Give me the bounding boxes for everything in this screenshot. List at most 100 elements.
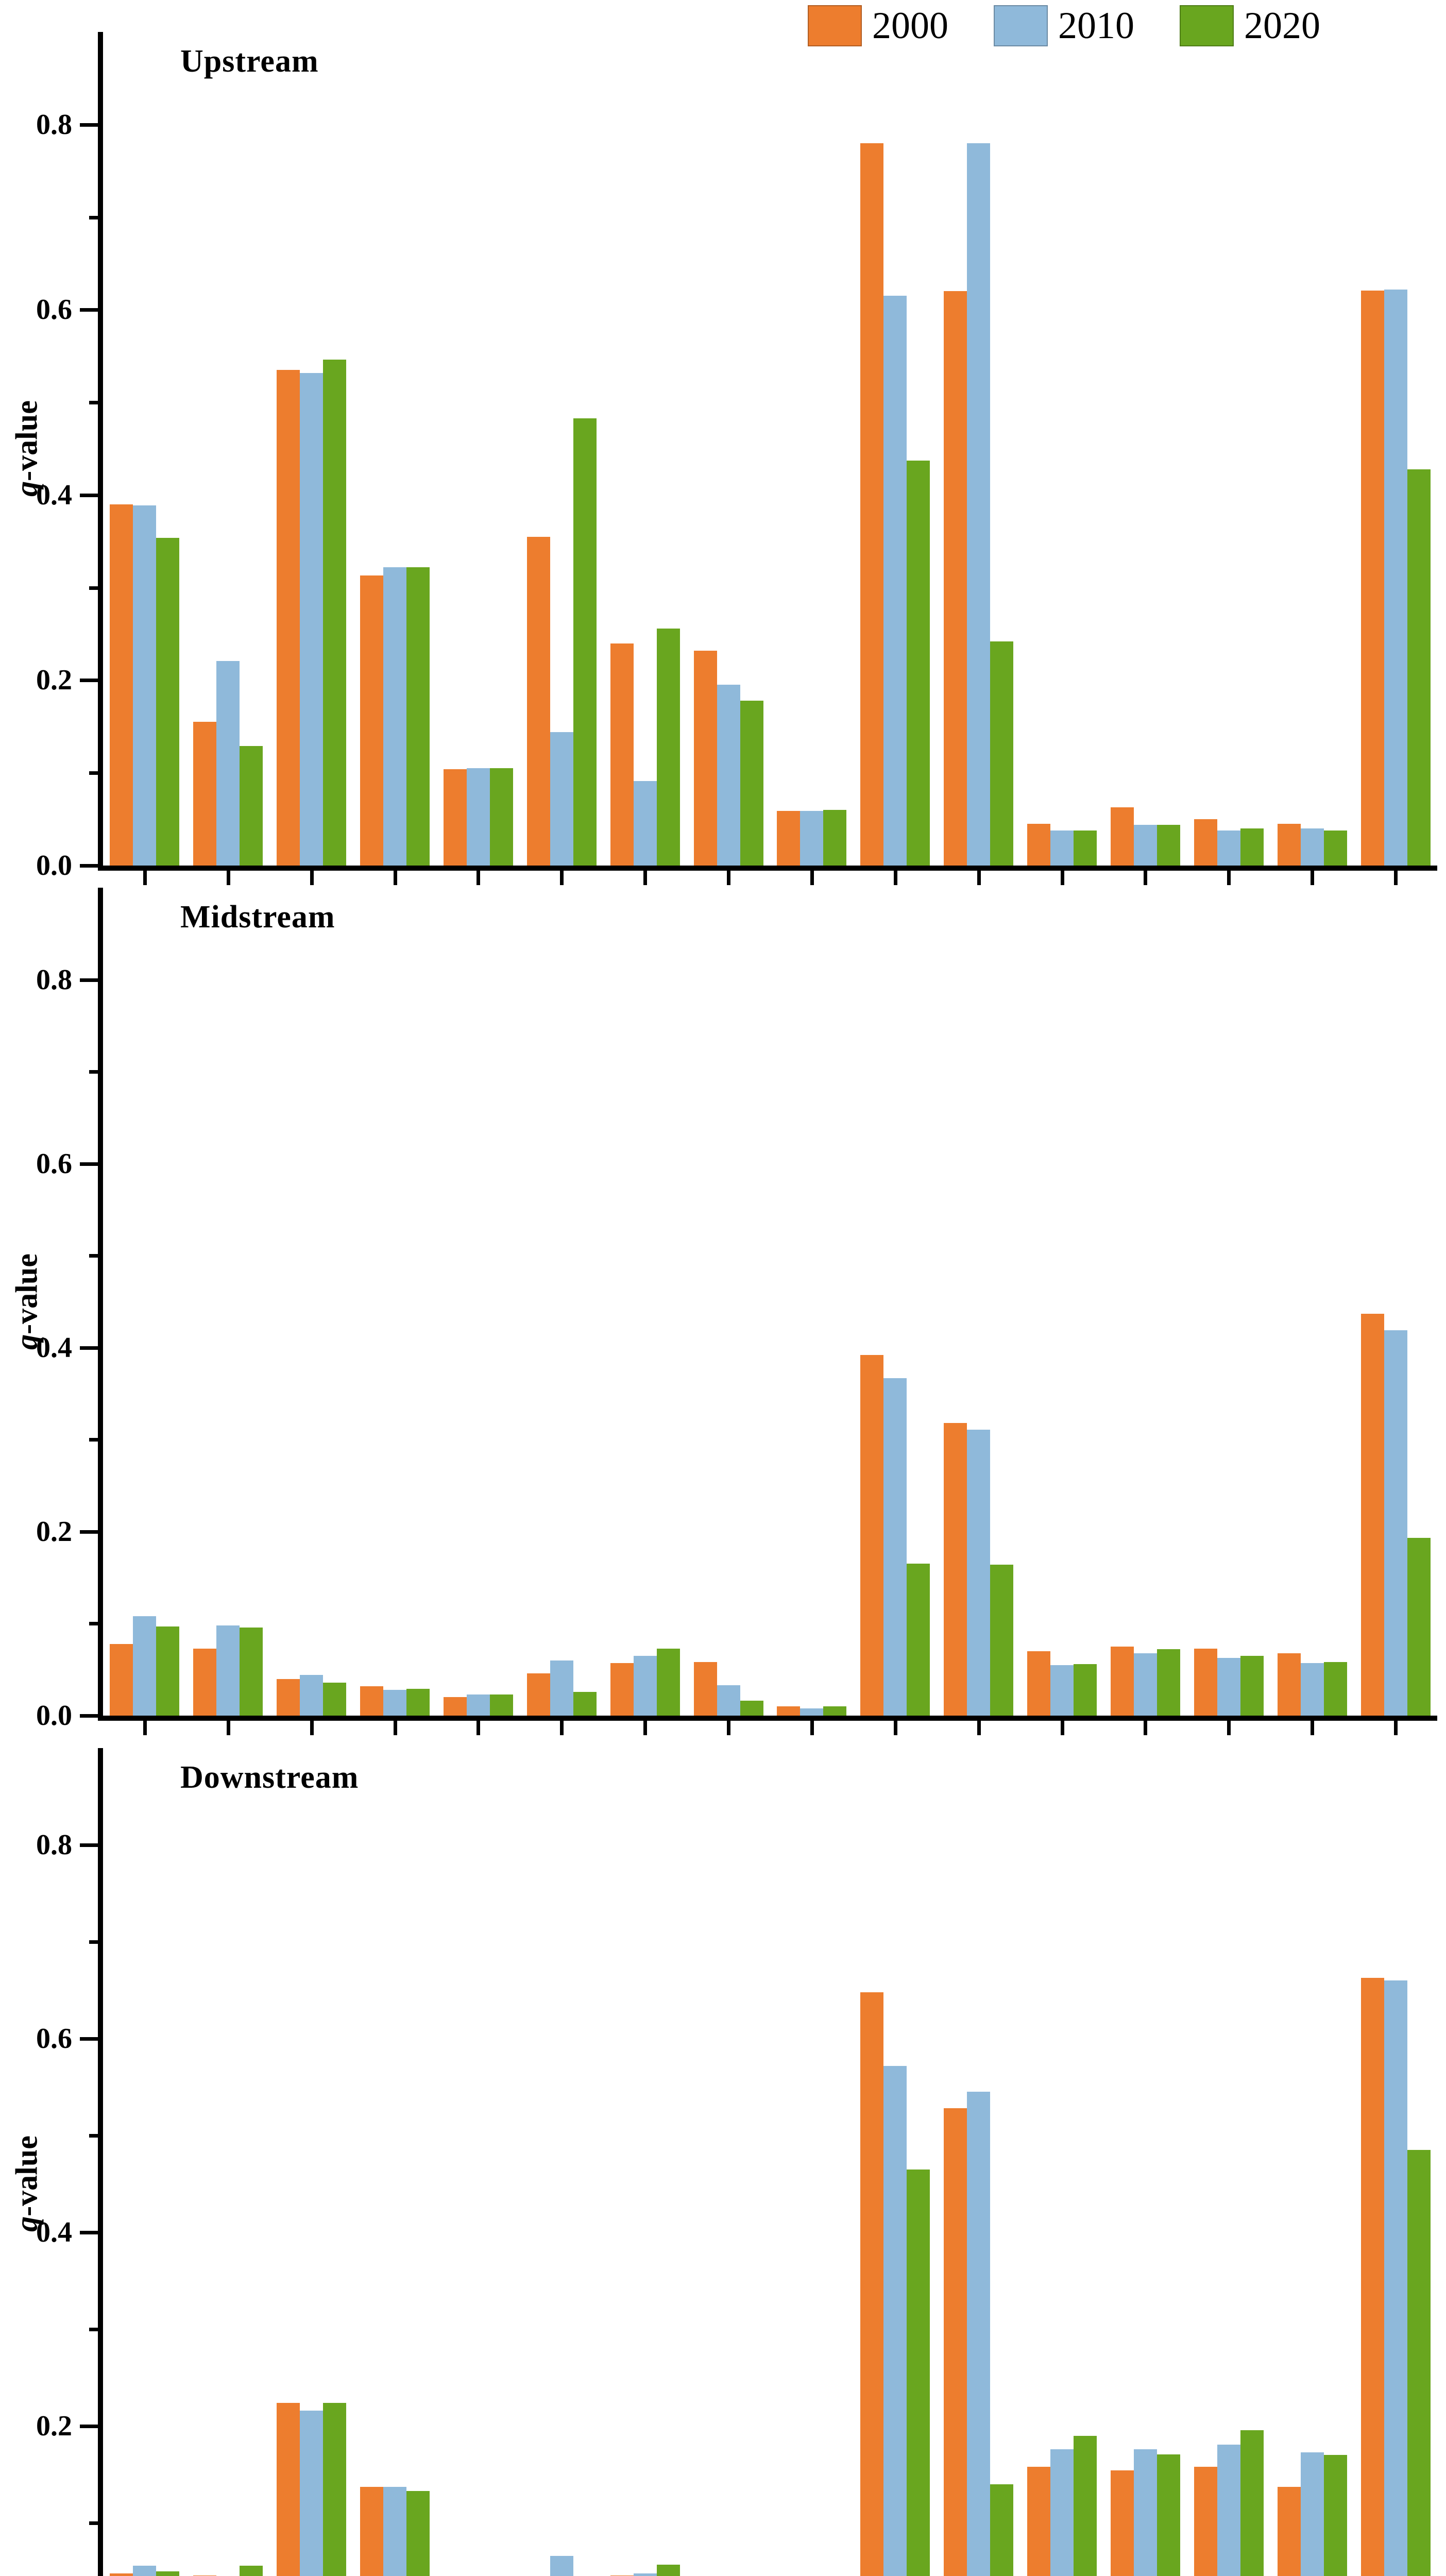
y-tick-label: 0.4 xyxy=(36,479,72,511)
bar-2010-Tem xyxy=(133,505,157,866)
bar-2000-HAI xyxy=(944,291,967,866)
y-tick-label: 0.4 xyxy=(36,1331,72,1364)
bar-2020-Division xyxy=(1074,830,1097,866)
x-tick xyxy=(1311,1716,1315,1735)
bar-2010-NDVI xyxy=(550,732,573,866)
y-minor-tick xyxy=(89,1254,99,1258)
bar-2000-Soil erosion xyxy=(443,1697,467,1716)
bar-2020-Pre xyxy=(240,1627,263,1716)
bar-2010-NDVI xyxy=(550,1660,573,1716)
y-major-tick xyxy=(80,2425,99,2428)
bar-2020-PEL xyxy=(1407,469,1431,866)
bar-2010-HAI xyxy=(967,143,991,866)
bar-2010-Slope xyxy=(383,2487,407,2576)
bar-2000-LA xyxy=(860,143,884,866)
y-minor-tick xyxy=(89,2134,99,2138)
bar-2000-Soil erosion xyxy=(443,769,467,866)
y-minor-tick xyxy=(89,2328,99,2331)
bar-2010-Division xyxy=(1050,1665,1074,1716)
legend-swatch-2020 xyxy=(1180,5,1234,46)
bar-2000-DFR xyxy=(777,810,801,866)
bar-2020-POP xyxy=(740,1701,763,1716)
bar-2010-LSI xyxy=(1300,828,1324,866)
panel-upstream: q-value Upstream 0.0 0.2 0.4 0.6 0.8 xyxy=(0,32,1446,885)
bar-2010-CONTAG xyxy=(1133,824,1157,866)
x-tick xyxy=(1311,866,1315,885)
bar-2020-Pre xyxy=(240,746,263,866)
y-major-tick xyxy=(80,1714,99,1718)
bar-2010-Soil erosion xyxy=(466,1694,490,1716)
y-major-tick xyxy=(80,1346,99,1350)
x-tick xyxy=(143,1716,147,1735)
plot-area-midstream: Midstream 0.0 0.2 0.4 0.6 0.8 xyxy=(36,888,1437,1735)
legend: 2000 2010 2020 xyxy=(808,5,1320,46)
bar-2010-HAI xyxy=(967,1429,991,1716)
y-axis-label: q-value xyxy=(9,2136,44,2232)
bar-2020-LSI xyxy=(1323,830,1347,866)
x-tick xyxy=(893,866,897,885)
bar-2020-Slope xyxy=(406,2490,430,2576)
x-tick xyxy=(226,866,230,885)
bar-2010-Soil erosion xyxy=(466,768,490,866)
x-tick xyxy=(1394,866,1398,885)
bar-2020-Soil erosion xyxy=(489,768,513,866)
bar-2020-CONTAG xyxy=(1156,824,1180,866)
bar-2020-NDVI xyxy=(573,1691,597,1716)
bar-2020-HAI xyxy=(990,2484,1014,2576)
x-tick xyxy=(560,1716,564,1735)
bar-2010-Slope xyxy=(383,1690,407,1716)
y-major-tick xyxy=(80,1162,99,1166)
bar-2010-POP xyxy=(717,685,740,866)
bar-2020-DFR xyxy=(823,810,847,866)
bar-2010-DFR xyxy=(800,810,824,866)
y-major-tick xyxy=(80,493,99,497)
bar-2000-GDP xyxy=(610,643,634,866)
y-minor-tick xyxy=(89,1622,99,1626)
bar-2010-GDP xyxy=(633,781,657,866)
bar-2010-Pre xyxy=(216,660,240,866)
y-minor-tick xyxy=(89,771,99,775)
y-tick-label: 0.2 xyxy=(36,1515,72,1548)
x-tick xyxy=(1144,1716,1148,1735)
bar-2000-DFR xyxy=(777,1706,801,1716)
bar-2020-LA xyxy=(907,2169,930,2576)
bar-2010-SHDI xyxy=(1217,1657,1240,1716)
bar-2000-Tem xyxy=(110,2573,133,2576)
bar-2020-LSI xyxy=(1323,1662,1347,1716)
y-major-tick xyxy=(80,1843,99,1847)
bar-2010-Tem xyxy=(133,2565,157,2576)
x-tick xyxy=(310,1716,314,1735)
y-major-tick xyxy=(80,123,99,127)
bar-2010-Division xyxy=(1050,830,1074,866)
x-tick xyxy=(477,866,481,885)
bar-2020-DFR xyxy=(823,1706,847,1716)
legend-label-2010: 2010 xyxy=(1058,5,1134,47)
bar-2010-PEL xyxy=(1384,1980,1407,2576)
bar-2000-LA xyxy=(860,1355,884,1716)
bar-2000-SHDI xyxy=(1194,2466,1217,2576)
bar-2000-Elevation xyxy=(277,2402,300,2576)
bar-2000-Pre xyxy=(193,722,217,866)
y-tick-label: 0.2 xyxy=(36,2410,72,2442)
y-tick-label: 0.6 xyxy=(36,2023,72,2055)
bar-2010-CONTAG xyxy=(1133,1653,1157,1716)
bar-2000-Slope xyxy=(360,575,384,866)
legend-item-2020: 2020 xyxy=(1180,5,1320,46)
bar-2010-CONTAG xyxy=(1133,2449,1157,2576)
bar-2000-Slope xyxy=(360,2487,384,2576)
x-tick xyxy=(477,1716,481,1735)
y-tick-label: 0.8 xyxy=(36,963,72,996)
bar-2020-GDP xyxy=(656,2564,680,2576)
y-tick-label: 0.8 xyxy=(36,1829,72,1861)
bar-2020-CONTAG xyxy=(1156,1649,1180,1716)
bar-2010-HAI xyxy=(967,2092,991,2576)
x-tick xyxy=(893,1716,897,1735)
bar-2000-Elevation xyxy=(277,1679,300,1716)
bar-2020-Elevation xyxy=(323,2402,347,2576)
bar-2010-PEL xyxy=(1384,1330,1407,1716)
bar-2020-Division xyxy=(1074,2435,1097,2576)
plot-area-upstream: Upstream 0.0 0.2 0.4 0.6 0.8 xyxy=(36,32,1437,885)
legend-label-2020: 2020 xyxy=(1244,5,1320,47)
bar-2010-PEL xyxy=(1384,289,1407,866)
